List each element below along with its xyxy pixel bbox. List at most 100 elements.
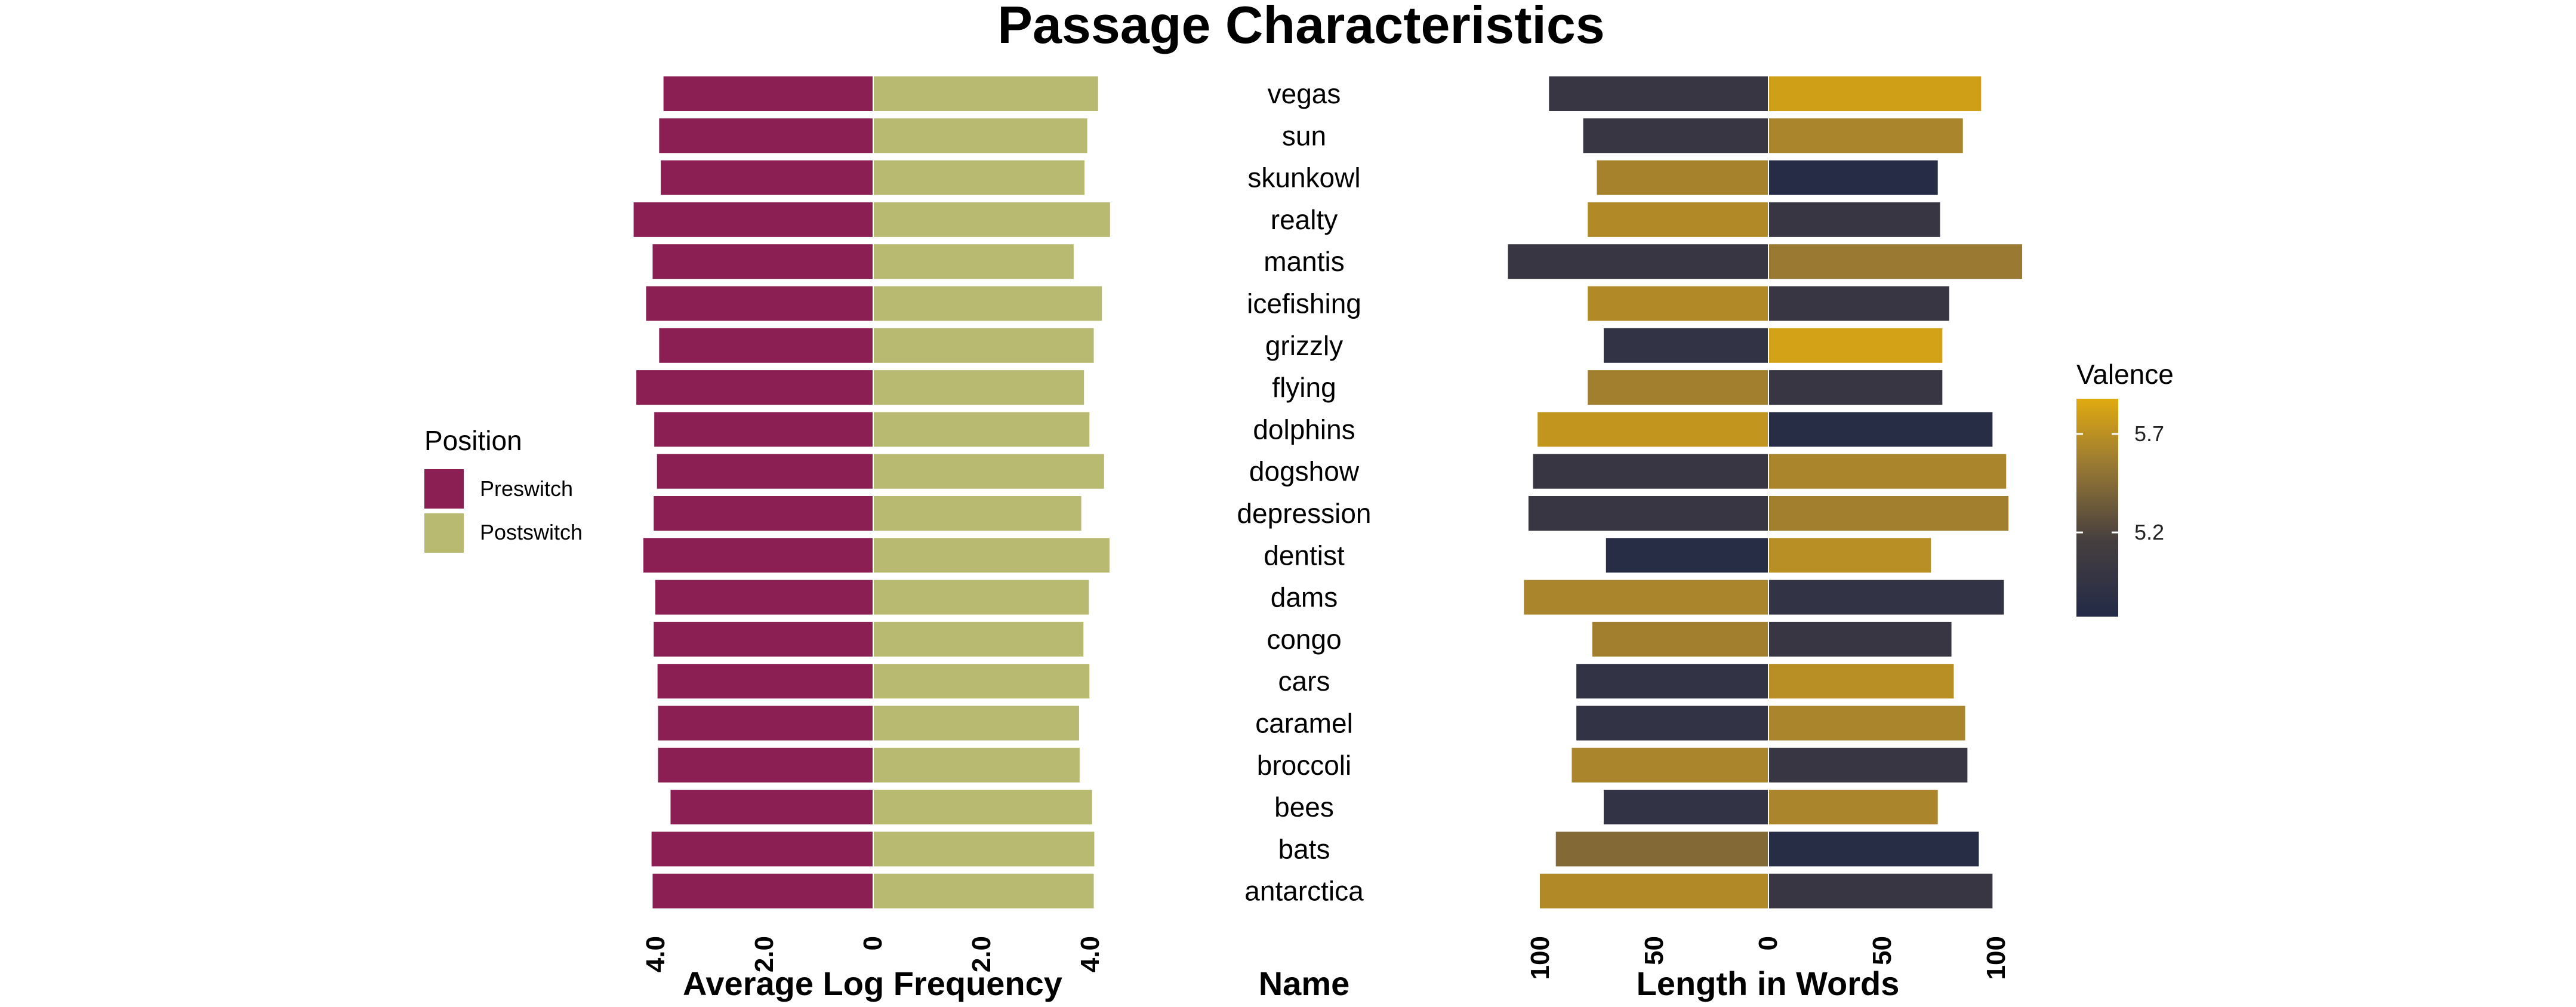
freq-tick-label-3: 2.0	[967, 936, 996, 972]
valence-colorbar: Valence 5.7 5.2	[2076, 359, 2174, 617]
length-bar-postswitch-congo	[1769, 621, 1952, 657]
length-bar-postswitch-icefishing	[1769, 286, 1949, 321]
freq-bar-postswitch-dentist	[874, 538, 1110, 573]
length-bar-preswitch-caramel	[1576, 706, 1768, 741]
length-tick-label-3: 50	[1868, 936, 1897, 965]
colorbar-label-5-2: 5.2	[2134, 520, 2164, 544]
freq-bar-preswitch-depression	[654, 496, 873, 531]
freq-bar-preswitch-realty	[633, 202, 873, 237]
name-label-flying: flying	[1272, 372, 1336, 403]
length-bar-postswitch-dentist	[1769, 538, 1931, 573]
length-bar-postswitch-vegas	[1769, 76, 1982, 111]
length-bar-postswitch-caramel	[1769, 706, 1965, 741]
freq-tick-label-0: 4.0	[641, 936, 670, 972]
length-bar-postswitch-dolphins	[1769, 412, 1993, 447]
freq-bar-postswitch-congo	[874, 621, 1084, 657]
legend-title: Position	[424, 425, 522, 456]
freq-bar-preswitch-flying	[636, 370, 873, 405]
length-bar-postswitch-grizzly	[1769, 328, 1943, 363]
name-label-mantis: mantis	[1264, 246, 1344, 277]
freq-bar-postswitch-realty	[874, 202, 1110, 237]
freq-bar-preswitch-dams	[655, 580, 873, 615]
freq-bar-postswitch-mantis	[874, 244, 1074, 279]
freq-bar-preswitch-bats	[651, 832, 873, 867]
length-bar-preswitch-grizzly	[1603, 328, 1768, 363]
legend-label-preswitch: Preswitch	[480, 476, 573, 501]
freq-bar-postswitch-sun	[874, 118, 1087, 153]
freq-bar-preswitch-dolphins	[654, 412, 873, 447]
frequency-panel: 4.0 2.0 0 2.0 4.0	[633, 76, 1110, 972]
freq-bar-postswitch-skunkowl	[874, 160, 1085, 195]
freq-bar-postswitch-cars	[874, 664, 1090, 699]
name-label-bats: bats	[1278, 833, 1330, 864]
length-bar-preswitch-cars	[1576, 664, 1768, 699]
length-tick-label-0: 100	[1526, 936, 1555, 980]
length-bar-preswitch-dentist	[1606, 538, 1768, 573]
freq-bar-preswitch-antarctica	[652, 873, 873, 909]
length-tick-label-2: 0	[1754, 936, 1783, 950]
length-bar-postswitch-flying	[1769, 370, 1943, 405]
name-label-icefishing: icefishing	[1247, 288, 1361, 319]
freq-bar-postswitch-dolphins	[874, 412, 1090, 447]
freq-bar-preswitch-grizzly	[659, 328, 873, 363]
freq-tick-label-1: 2.0	[750, 936, 779, 972]
length-bar-postswitch-skunkowl	[1769, 160, 1938, 195]
freq-bar-preswitch-bees	[670, 790, 873, 825]
colorbar-gradient	[2076, 399, 2118, 617]
colorbar-title: Valence	[2076, 359, 2174, 390]
name-label-skunkowl: skunkowl	[1247, 162, 1360, 193]
freq-bar-postswitch-grizzly	[874, 328, 1094, 363]
length-tick-label-4: 100	[1982, 936, 2011, 980]
length-bar-preswitch-broccoli	[1572, 747, 1768, 783]
length-bar-postswitch-cars	[1769, 664, 1954, 699]
name-label-caramel: caramel	[1255, 708, 1353, 739]
length-bar-preswitch-dams	[1524, 580, 1768, 615]
freq-bar-preswitch-cars	[657, 664, 873, 699]
name-label-realty: realty	[1271, 204, 1338, 235]
name-label-bees: bees	[1274, 792, 1334, 823]
freq-tick-label-4: 4.0	[1076, 936, 1105, 972]
name-label-dogshow: dogshow	[1249, 456, 1360, 487]
freq-bar-preswitch-caramel	[658, 706, 873, 741]
length-bar-preswitch-icefishing	[1588, 286, 1768, 321]
freq-bar-postswitch-icefishing	[874, 286, 1102, 321]
name-label-cars: cars	[1278, 666, 1330, 697]
length-bar-preswitch-mantis	[1508, 244, 1768, 279]
length-bar-preswitch-dogshow	[1533, 454, 1768, 489]
freq-bar-preswitch-dogshow	[657, 454, 873, 489]
position-legend: Position Preswitch Postswitch	[424, 425, 583, 553]
legend-swatch-preswitch	[424, 469, 464, 509]
freq-bar-postswitch-dogshow	[874, 454, 1104, 489]
freq-bar-preswitch-sun	[659, 118, 873, 153]
name-label-dolphins: dolphins	[1253, 414, 1355, 445]
name-label-sun: sun	[1282, 120, 1326, 151]
freq-bar-preswitch-skunkowl	[661, 160, 873, 195]
length-bar-postswitch-bees	[1769, 790, 1938, 825]
length-bar-postswitch-bats	[1769, 832, 1979, 867]
legend-label-postswitch: Postswitch	[480, 520, 583, 544]
name-label-dentist: dentist	[1264, 540, 1345, 571]
freq-bar-preswitch-vegas	[663, 76, 873, 111]
length-bar-postswitch-dogshow	[1769, 454, 2007, 489]
length-bar-postswitch-depression	[1769, 496, 2009, 531]
freq-bar-preswitch-congo	[654, 621, 873, 657]
length-bar-preswitch-congo	[1592, 621, 1768, 657]
freq-bar-postswitch-depression	[874, 496, 1081, 531]
freq-bar-postswitch-antarctica	[874, 873, 1094, 909]
freq-bar-postswitch-dams	[874, 580, 1089, 615]
length-bar-postswitch-antarctica	[1769, 873, 1993, 909]
length-axis-title: Length in Words	[1637, 965, 1900, 1002]
length-tick-label-1: 50	[1640, 936, 1669, 965]
freq-bar-postswitch-bees	[874, 790, 1092, 825]
length-bar-postswitch-realty	[1769, 202, 1940, 237]
colorbar-label-5-7: 5.7	[2134, 421, 2164, 446]
freq-bar-postswitch-flying	[874, 370, 1084, 405]
freq-bar-postswitch-bats	[874, 832, 1095, 867]
length-bar-preswitch-bats	[1555, 832, 1768, 867]
name-label-dams: dams	[1271, 582, 1338, 613]
freq-bar-preswitch-icefishing	[646, 286, 873, 321]
name-label-congo: congo	[1267, 624, 1341, 655]
freq-bar-preswitch-dentist	[643, 538, 873, 573]
length-bar-preswitch-sun	[1583, 118, 1768, 153]
